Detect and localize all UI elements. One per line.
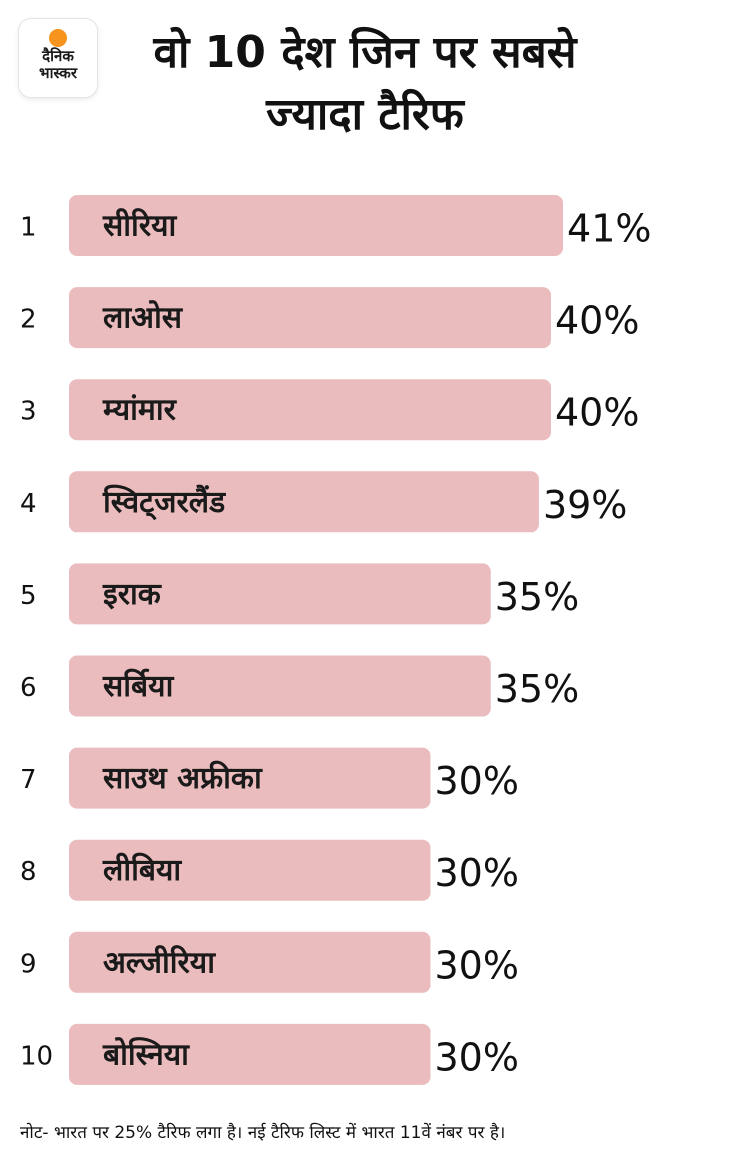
bar: [69, 563, 491, 625]
bar: [69, 747, 431, 809]
rank-label: 2: [20, 305, 37, 335]
bar: [69, 379, 551, 441]
country-label: साउथ अफ्रीका: [102, 760, 263, 796]
rank-label: 8: [20, 857, 37, 887]
country-label: स्विट्जरलैंड: [102, 484, 226, 521]
rank-label: 6: [20, 673, 37, 703]
rank-label: 5: [20, 581, 37, 611]
country-label: लीबिया: [102, 852, 182, 888]
dainik-bhaskar-logo: दैनिक भास्कर: [19, 19, 97, 97]
value-label: 35%: [495, 575, 579, 619]
value-label: 40%: [555, 299, 639, 343]
bar: [69, 287, 551, 349]
logo-text-line1: दैनिक: [42, 47, 74, 65]
value-label: 40%: [555, 391, 639, 435]
bar: [69, 471, 539, 533]
value-label: 41%: [567, 207, 651, 251]
rank-label: 9: [20, 949, 37, 979]
bar: [69, 931, 431, 993]
rank-label: 7: [20, 765, 37, 795]
country-label: म्यांमार: [102, 393, 178, 428]
value-label: 35%: [495, 667, 579, 711]
sun-icon: [49, 29, 67, 47]
value-label: 30%: [435, 943, 519, 987]
bar: [69, 655, 491, 717]
footnote: नोट- भारत पर 25% टैरिफ लगा है। नई टैरिफ …: [20, 1123, 506, 1143]
value-label: 39%: [543, 483, 627, 527]
country-label: सीरिया: [102, 208, 177, 244]
bar-chart: 1 सीरिया 41% 2 लाओस 40% 3 म्यांमार 40% 4 स्विट्जरल…: [20, 195, 652, 1085]
rank-label: 1: [20, 213, 37, 243]
rank-label: 4: [20, 489, 37, 519]
country-label: बोस्निया: [102, 1036, 190, 1072]
rank-label: 3: [20, 397, 37, 427]
bar: [69, 195, 564, 256]
bar: [69, 839, 431, 901]
country-label: सर्बिया: [102, 668, 175, 704]
bar: [69, 1023, 431, 1085]
value-label: 30%: [435, 759, 519, 803]
chart-title: वो 10 देश जिन पर सबसे ज्यादा टैरिफ: [153, 27, 577, 140]
country-label: अल्जीरिया: [103, 944, 216, 980]
country-label: लाओस: [102, 300, 184, 336]
country-label: इराक: [102, 577, 162, 612]
value-label: 30%: [435, 1035, 519, 1079]
rank-label: 10: [20, 1041, 53, 1071]
logo-text-line2: भास्कर: [39, 64, 77, 82]
value-label: 30%: [435, 851, 519, 895]
